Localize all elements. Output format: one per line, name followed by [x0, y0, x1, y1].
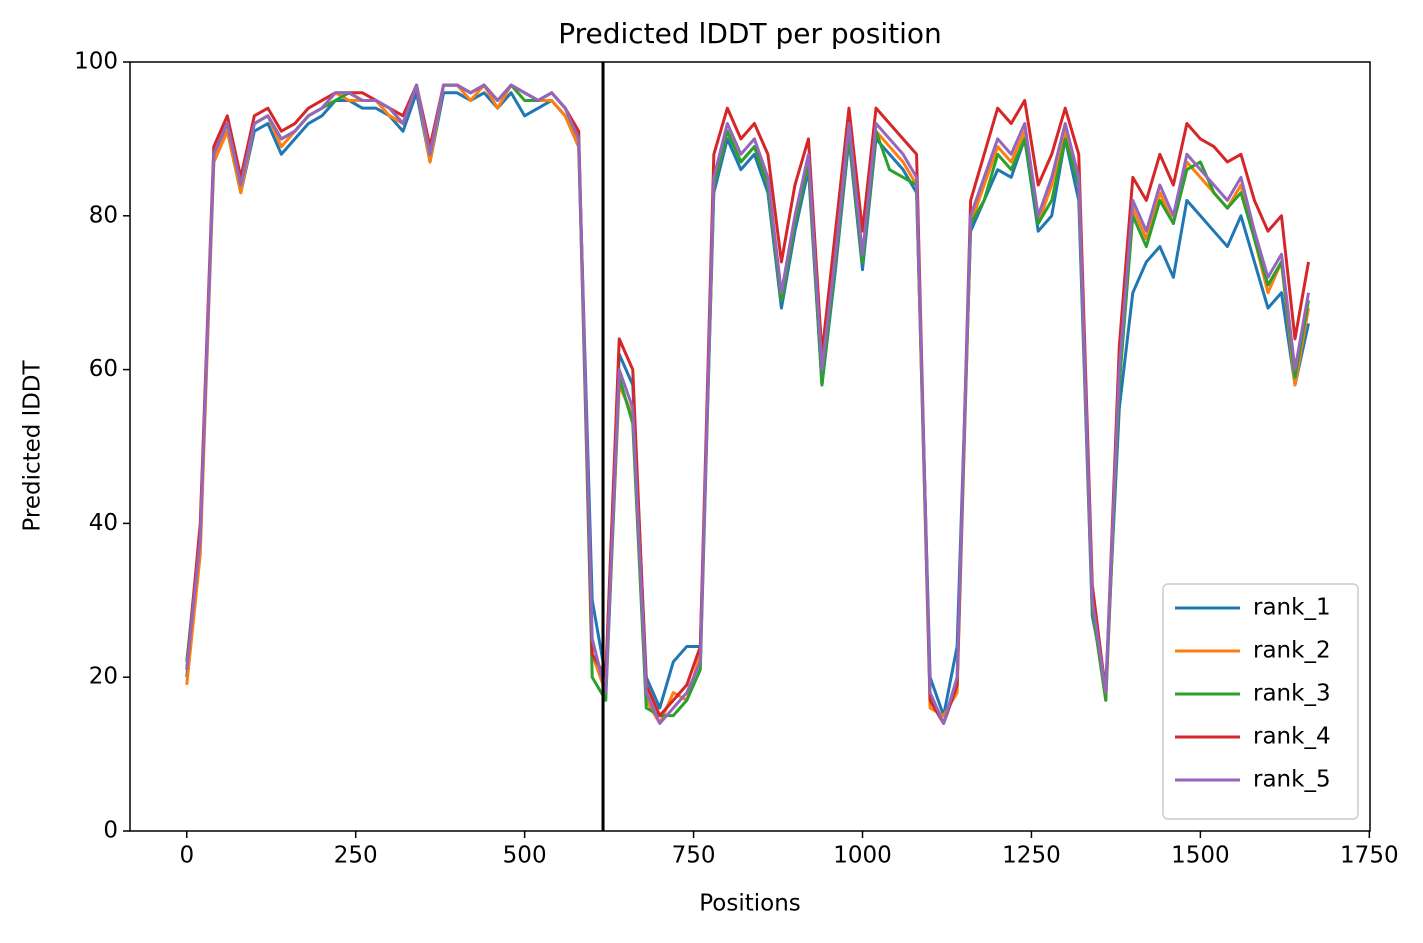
y-tick-label: 100: [74, 49, 118, 75]
series-line: [185, 83, 1310, 725]
legend-box: [1162, 583, 1359, 820]
legend-label: rank_5: [1253, 767, 1331, 793]
x-tick-label: 1750: [1340, 843, 1399, 869]
x-tick-label: 0: [179, 843, 194, 869]
series-line: [185, 83, 1310, 725]
x-tick-label: 500: [503, 843, 547, 869]
series-line: [185, 91, 1310, 718]
legend-label: rank_3: [1253, 681, 1331, 707]
x-tick-label: 1000: [833, 843, 892, 869]
chart-title: Predicted lDDT per position: [558, 17, 942, 50]
x-tick-label: 750: [672, 843, 716, 869]
x-tick-label: 1500: [1171, 843, 1230, 869]
y-tick-label: 0: [103, 818, 118, 844]
legend-label: rank_2: [1253, 638, 1331, 664]
x-tick-label: 250: [334, 843, 378, 869]
y-tick-label: 60: [89, 356, 118, 382]
x-tick-label: 1250: [1002, 843, 1061, 869]
y-axis-label: Predicted lDDT: [20, 359, 46, 531]
plot-frame: [129, 61, 1371, 832]
series-line: [185, 83, 1310, 725]
x-axis-label: Positions: [699, 891, 801, 917]
series-line: [185, 83, 1310, 725]
legend-label: rank_4: [1253, 724, 1331, 750]
y-tick-label: 40: [89, 510, 118, 536]
legend-label: rank_1: [1253, 595, 1331, 621]
y-tick-label: 20: [89, 664, 118, 690]
y-tick-label: 80: [89, 202, 118, 228]
